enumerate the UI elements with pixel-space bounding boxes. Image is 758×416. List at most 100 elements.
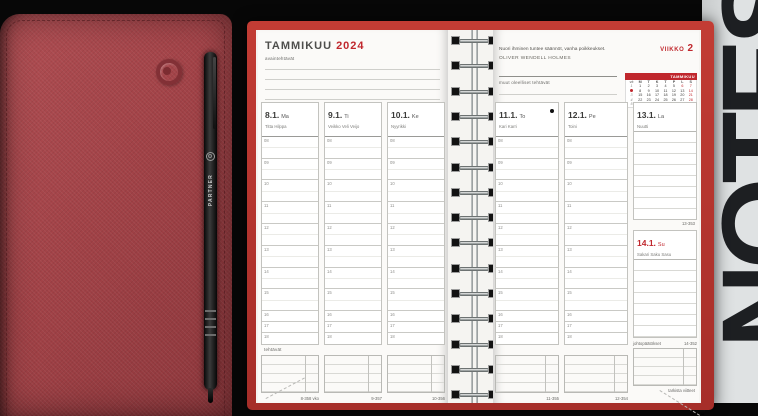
hour-row: 10 — [262, 180, 318, 203]
weekday-label: Ti — [344, 114, 349, 120]
hour-label: 08 — [567, 137, 572, 143]
day-column: 11.1. To Kari Karri 08 09 10 11 12 13 14 15 16 17 18 — [495, 102, 559, 345]
quote-text: Nuori ihminen tuntee säännöt, vanha poik… — [499, 47, 606, 52]
hour-label: 10 — [327, 181, 332, 187]
hour-label: 12 — [567, 225, 572, 230]
hour-row: 17 — [325, 322, 381, 334]
day-counters: 8-358 vko 9-357 10-356 — [261, 396, 445, 401]
calendar-day-cell: 3 — [656, 84, 659, 89]
hour-label: 12 — [498, 225, 503, 230]
hour-row: 08 — [496, 137, 558, 159]
writing-line — [265, 70, 440, 80]
hour-label: 13 — [498, 246, 503, 252]
hour-label: 09 — [390, 159, 395, 165]
hour-label: 12 — [264, 225, 269, 230]
wire-loop — [459, 64, 489, 69]
hour-row: 08 — [262, 137, 318, 159]
hour-label: 14 — [567, 268, 572, 274]
hour-row: 12 — [565, 224, 627, 246]
wire-loop — [459, 216, 489, 221]
date-label: 12.1. — [568, 110, 587, 120]
week-number-cell — [627, 88, 636, 93]
hour-row: 15 — [262, 289, 318, 312]
wire-loop — [459, 114, 489, 119]
calendar-day-cell: 16 — [646, 93, 651, 98]
hour-label: 17 — [567, 323, 572, 329]
calendar-day-cell: 12 — [671, 88, 676, 93]
hour-row: 11 — [496, 202, 558, 224]
hour-row: 14 — [325, 268, 381, 290]
hour-label: 11 — [498, 203, 503, 209]
hour-row: 08 — [565, 137, 627, 159]
hour-label: 10 — [390, 181, 395, 187]
name-days-label: Titta Hilppa — [265, 124, 287, 129]
hour-label: 08 — [498, 137, 503, 143]
hour-label: 11 — [567, 203, 572, 209]
spiral-binding — [450, 30, 498, 403]
day-column: 10.1. Ke Nyyrikki 08 09 10 11 12 13 14 15 16 17 18 — [387, 102, 445, 345]
hour-label: 17 — [498, 323, 503, 329]
open-planner: TAMMIKUU 2024 avaintehtävät 8.1. Ma Titta H… — [247, 21, 714, 410]
task-grid — [564, 355, 628, 393]
other-tasks-label: muut oleelliset tehtävät — [499, 80, 550, 85]
key-tasks-lines — [265, 60, 440, 100]
pen-tip — [208, 388, 213, 403]
spiral-ring — [450, 390, 498, 400]
hour-label: 11 — [390, 203, 395, 209]
hour-row: 17 — [496, 322, 558, 334]
weekday-columns: 8.1. Ma Titta Hilppa 08 09 10 11 12 13 14 15 16 17 18… — [261, 102, 445, 345]
calendar-day-cell: 1 — [639, 84, 642, 89]
date-label: 9.1. — [328, 110, 343, 120]
hour-row: 12 — [496, 224, 558, 246]
calendar-col-header: K — [655, 80, 659, 84]
wire-loop — [459, 241, 489, 246]
calendar-day-cell: 7 — [689, 84, 692, 89]
spiral-ring — [450, 36, 498, 46]
date-row: 10.1. Ke — [391, 105, 441, 123]
wire-loop — [459, 190, 489, 195]
calendar-day-cell: 28 — [688, 97, 693, 102]
calendar-col-header: T — [647, 80, 650, 84]
sunday-box: 14.1. Su Sakari Saku Sasu — [633, 230, 697, 338]
wire-loop — [459, 342, 489, 347]
page-title: TAMMIKUU 2024 — [265, 40, 365, 52]
weekday-columns: 11.1. To Kari Karri 08 09 10 11 12 13 14 15 16 17 18 1… — [495, 102, 628, 345]
hour-label: 09 — [567, 159, 572, 165]
hour-label: 10 — [264, 181, 269, 187]
weekday-label: Pe — [588, 114, 596, 120]
calendar-day-cell: 23 — [646, 97, 651, 102]
saturday-box: 13.1. La Nuutti — [633, 102, 697, 220]
pen-brand-label: PARTNER — [207, 174, 214, 207]
weekend-column: 13.1. La Nuutti 13-353 14.1. Su Sakari Sak… — [633, 102, 697, 393]
spiral-ring — [450, 162, 498, 173]
calendar-day-cell: 5 — [672, 84, 675, 89]
hour-label: 14 — [498, 268, 503, 274]
hour-row: 18 — [388, 333, 444, 344]
hour-label: 18 — [390, 334, 395, 340]
spiral-ring — [450, 263, 498, 274]
calendar-day-cell: 4 — [664, 84, 667, 89]
calendar-day-cell: 13 — [680, 88, 685, 93]
hour-label: 08 — [390, 137, 395, 143]
week-number-cell: 3 — [630, 93, 633, 98]
hour-label: 15 — [327, 290, 332, 296]
wire-loop — [459, 266, 489, 271]
spiral-ring — [450, 187, 498, 198]
calendar-day-cell: 2 — [647, 84, 650, 89]
hour-label: 16 — [264, 312, 269, 318]
hour-row: 09 — [388, 159, 444, 181]
diary-red-cover — [0, 14, 232, 416]
day-counter: 8-358 vko — [300, 396, 319, 401]
hour-row: 10 — [565, 180, 627, 203]
hour-row: 15 — [496, 289, 558, 312]
day-counters: 11-355 12-354 — [495, 396, 628, 401]
wire-loop — [459, 89, 489, 94]
day-counter: 11-355 — [546, 396, 559, 401]
hour-row: 16 — [565, 311, 627, 323]
writing-line — [265, 60, 440, 70]
hour-row: 17 — [565, 322, 627, 334]
corner-note: tarkista viitteet — [668, 388, 695, 393]
calendar-day-cell: 21 — [688, 93, 693, 98]
calendar-col-header: S — [689, 80, 693, 84]
calendar-col-header: L — [681, 80, 684, 84]
